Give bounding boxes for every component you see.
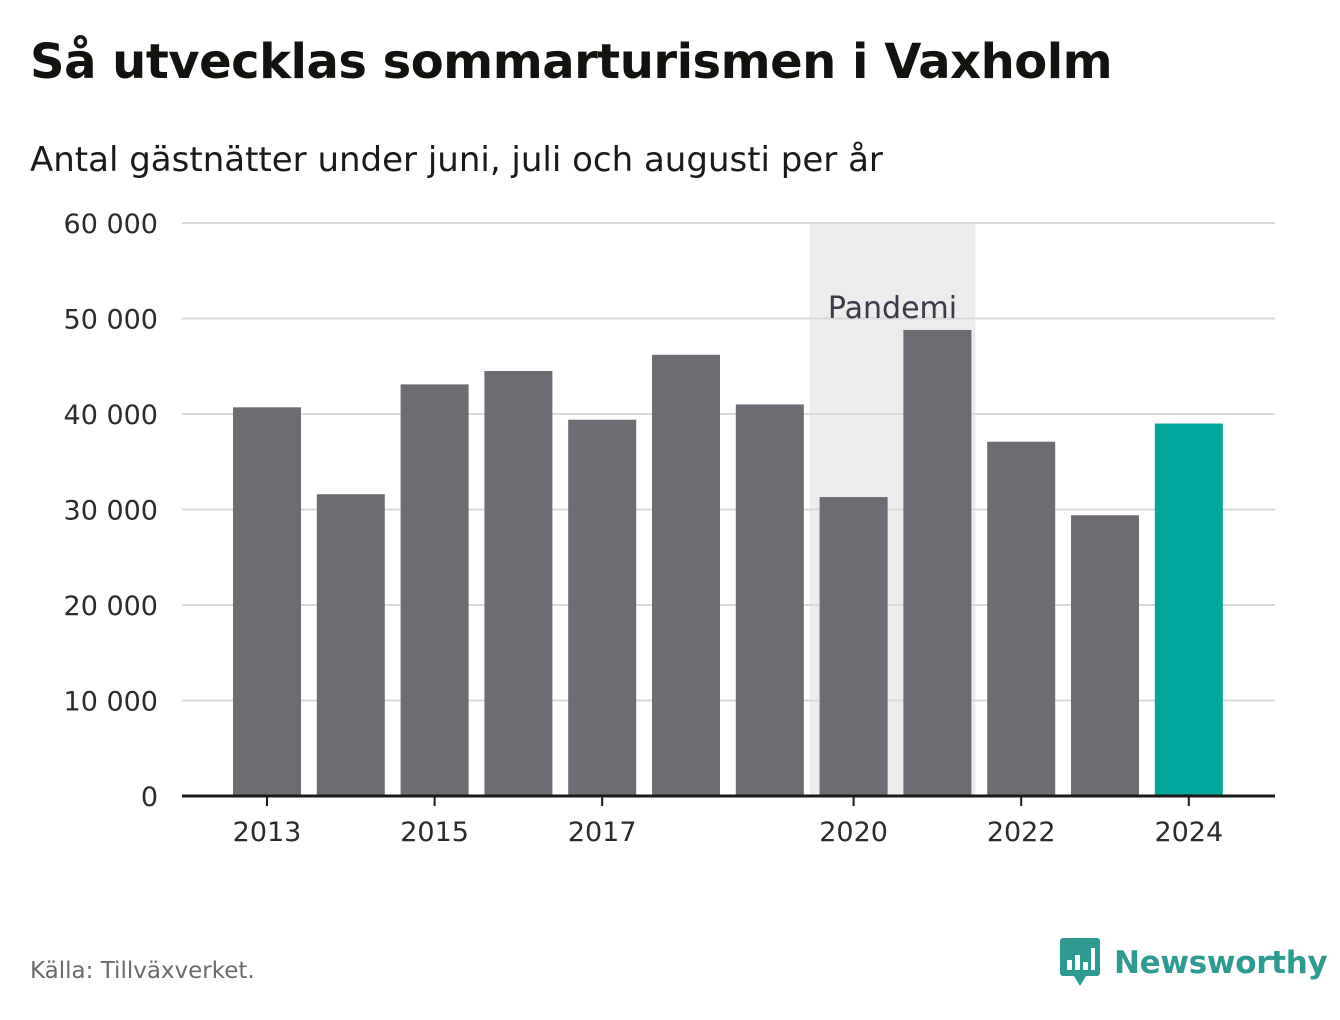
- bar-2016: [484, 371, 553, 796]
- bar-chart: 0 10 000 20 000 30 000 40 000 50 000 60 000 Pan…: [64, 209, 1275, 848]
- chart-title: Så utvecklas sommarturismen i Vaxholm: [30, 34, 1113, 90]
- y-tick-label: 40 000: [64, 400, 158, 431]
- x-tick-label: 2020: [819, 817, 888, 848]
- x-tick-label: 2017: [568, 817, 637, 848]
- annotation-label: Pandemi: [828, 291, 957, 326]
- bar-2013: [233, 407, 301, 796]
- y-tick-label: 20 000: [64, 591, 158, 622]
- newsworthy-logo: Newsworthy: [1060, 938, 1328, 988]
- source-note: Källa: Tillväxverket.: [30, 958, 255, 984]
- bar-2019: [735, 404, 804, 796]
- chart-subtitle: Antal gästnätter under juni, juli och au…: [30, 140, 883, 180]
- bar-2021: [903, 329, 972, 796]
- x-tick-label: 2013: [233, 817, 302, 848]
- y-tick-label: 50 000: [64, 305, 158, 336]
- y-tick-label: 30 000: [64, 496, 158, 527]
- newsworthy-logo-icon: [1060, 938, 1102, 988]
- bar-2017: [568, 419, 637, 796]
- bar-2015: [400, 384, 469, 796]
- y-tick-label: 60 000: [64, 209, 158, 240]
- bar-2014: [316, 494, 385, 796]
- y-tick-label: 10 000: [64, 687, 158, 718]
- bar-2022: [987, 441, 1056, 796]
- bar-2020: [819, 497, 888, 796]
- bar-2023: [1071, 515, 1139, 796]
- x-tick-label: 2022: [987, 817, 1056, 848]
- bar-2018: [652, 354, 720, 796]
- x-tick-label: 2015: [400, 817, 469, 848]
- x-tick-label: 2024: [1154, 817, 1223, 848]
- bar-2024: [1154, 423, 1223, 796]
- brand-name: Newsworthy: [1114, 945, 1328, 981]
- y-tick-label: 0: [141, 782, 158, 813]
